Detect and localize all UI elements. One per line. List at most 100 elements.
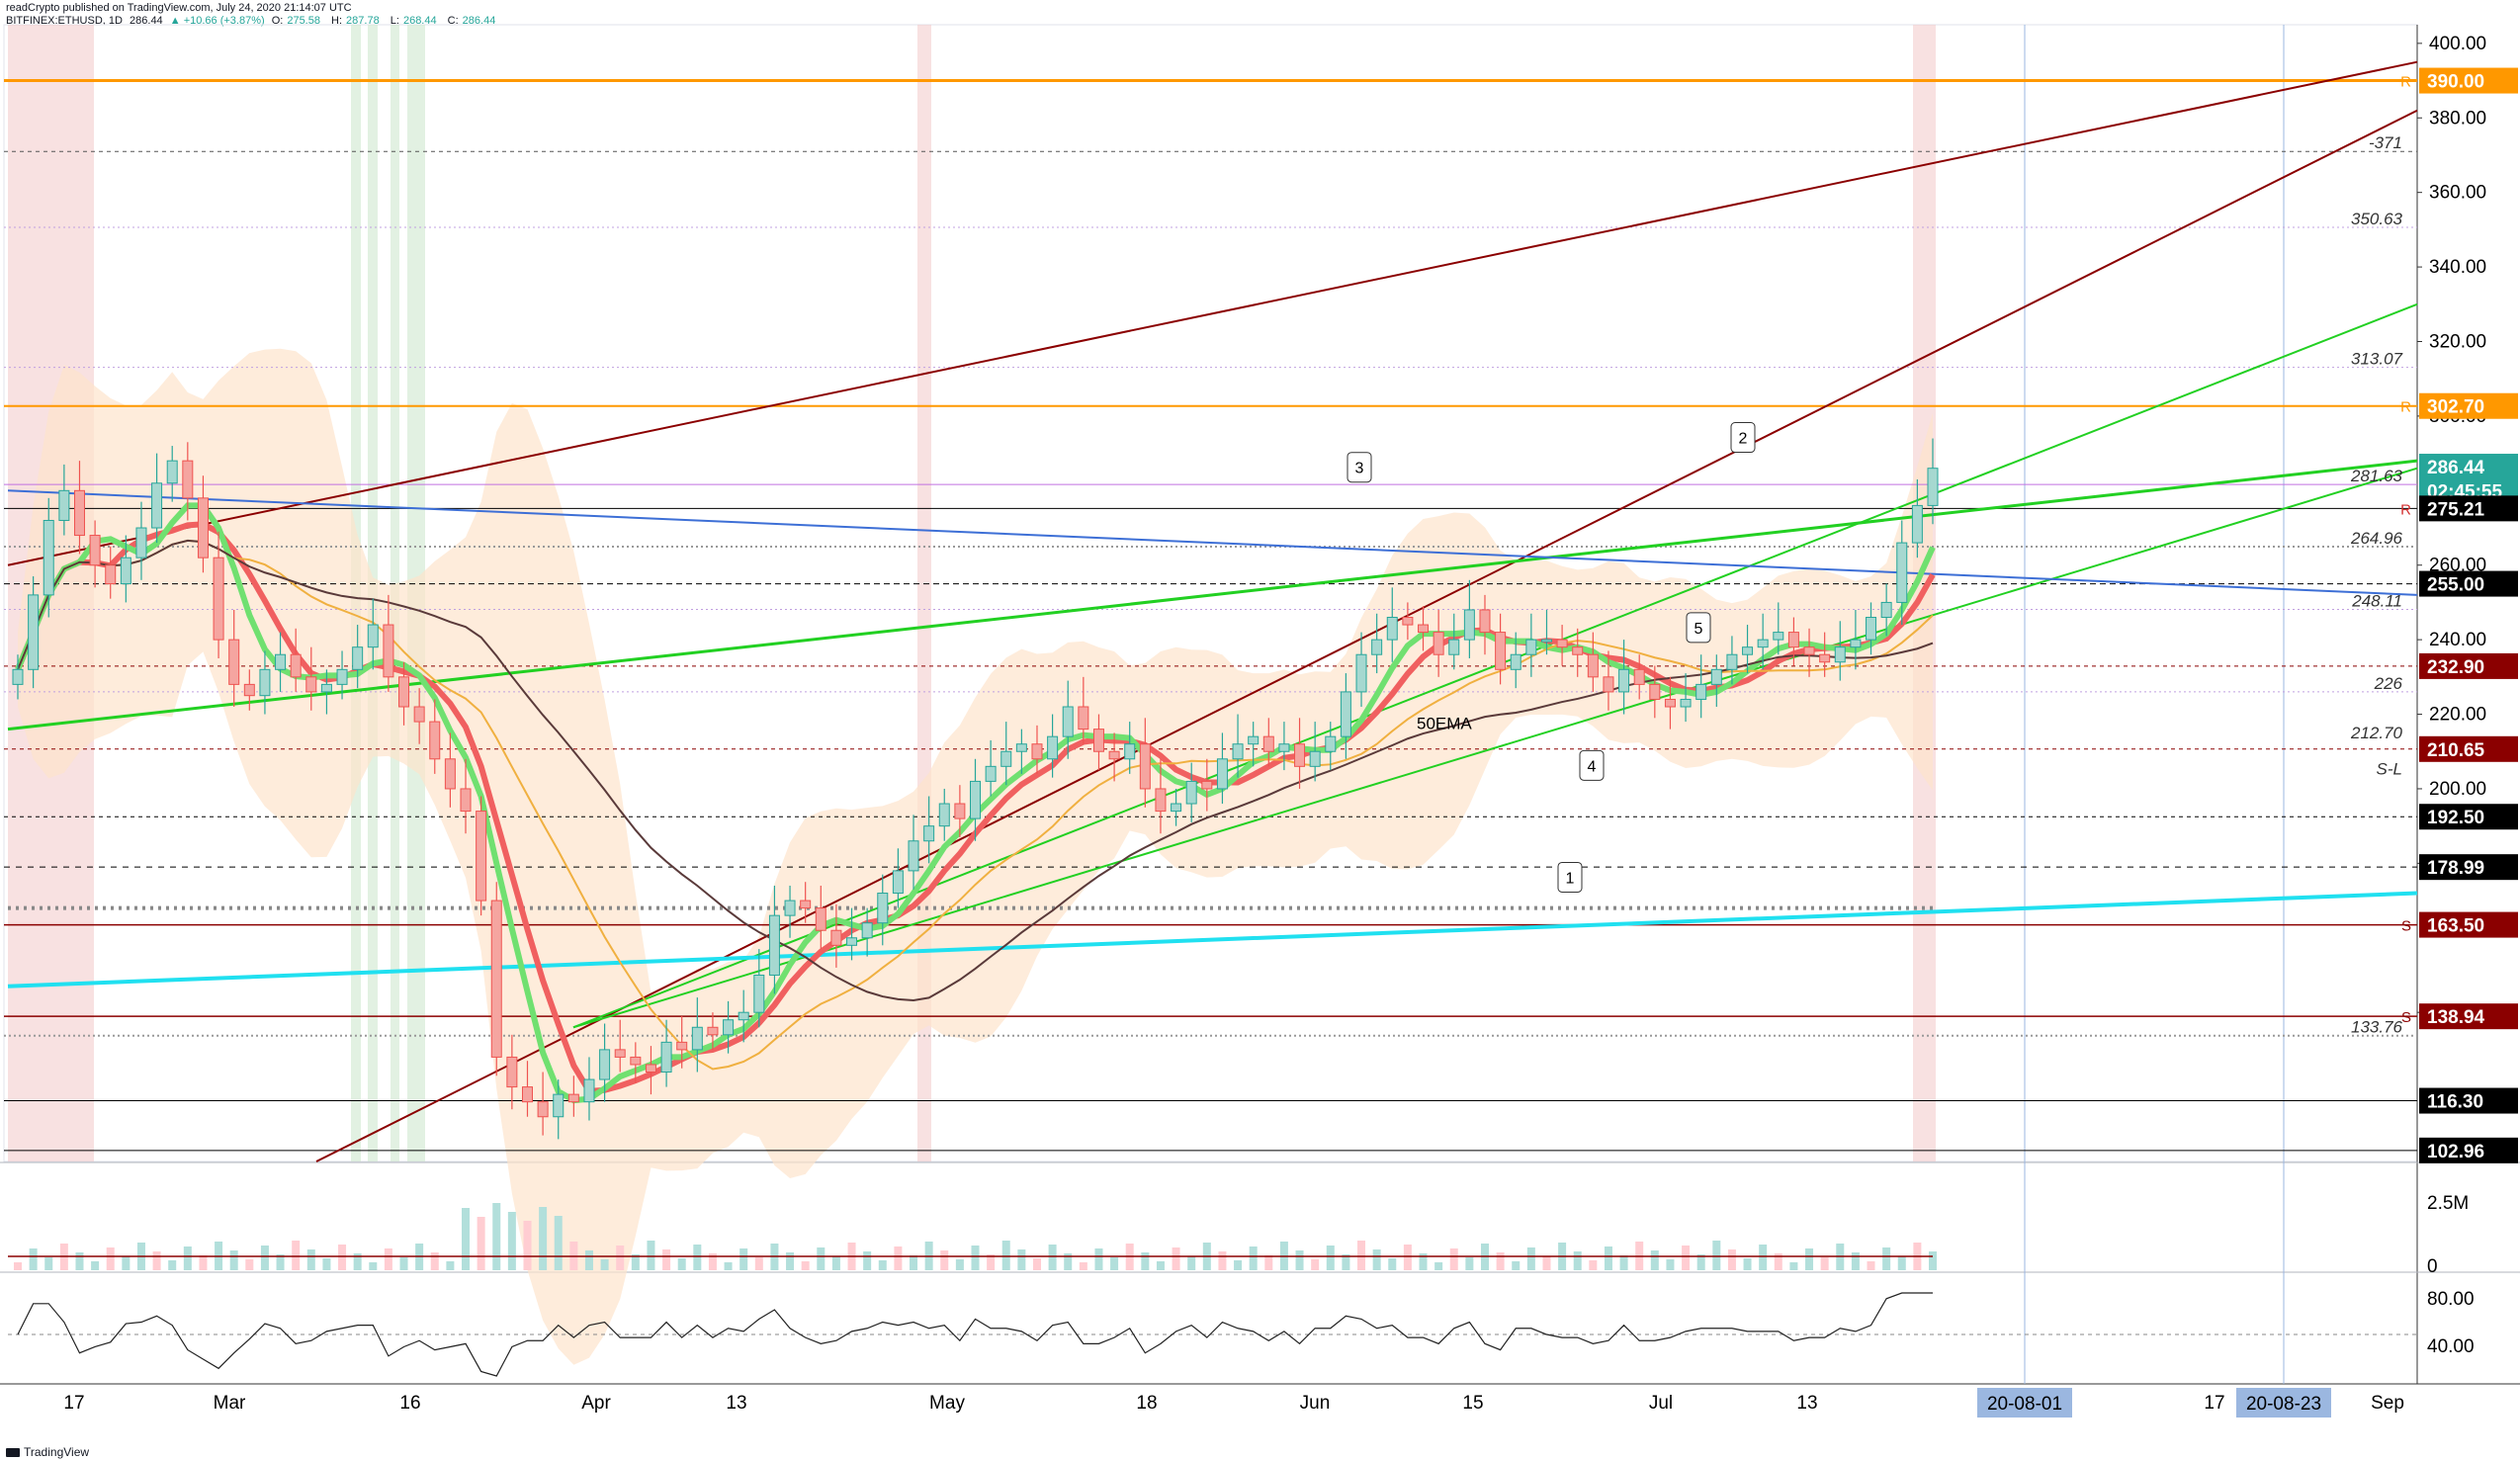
volume-bar-22: [353, 1253, 362, 1270]
candle-107: [1664, 676, 1676, 730]
candle-83: [1294, 718, 1306, 789]
volume-bar-83: [1295, 1250, 1304, 1270]
volume-bar-27: [430, 1252, 439, 1270]
svg-text:4: 4: [1588, 758, 1597, 775]
volume-bar-96: [1496, 1252, 1505, 1270]
volume-bar-75: [1172, 1247, 1180, 1270]
candle-101: [1572, 628, 1584, 677]
tradingview-brand: TradingView: [6, 1445, 89, 1459]
candle-7: [120, 535, 131, 603]
wave-callout-2: 2: [1730, 422, 1756, 454]
rsi-axis-label-0: 80.00: [2427, 1289, 2475, 1310]
candle-85: [1325, 722, 1337, 771]
candle-31: [490, 882, 502, 1076]
candle-10: [166, 446, 178, 502]
volume-bar-124: [1929, 1251, 1937, 1270]
y-tick-label-6: 260.00: [2429, 556, 2486, 576]
volume-bar-64: [1001, 1241, 1010, 1270]
candle-53: [830, 903, 842, 968]
y-tick-label-7: 240.00: [2429, 630, 2486, 650]
candle-78: [1216, 732, 1228, 805]
candle-121: [1880, 583, 1892, 637]
ohlc-line: BITFINEX:ETHUSD, 1D 286.44 ▲ +10.66 (+3.…: [6, 15, 496, 27]
volume-bar-50: [786, 1252, 795, 1270]
volume-bar-110: [1712, 1241, 1721, 1270]
y-tick-label-8: 220.00: [2429, 705, 2486, 726]
candle-75: [1171, 788, 1182, 826]
candle-33: [521, 1061, 533, 1117]
volume-bar-39: [616, 1246, 625, 1270]
candle-15: [243, 669, 255, 711]
candle-56: [877, 874, 889, 946]
candle-36: [567, 1075, 579, 1117]
volume-bar-30: [477, 1217, 485, 1270]
x-tick-label-12: Sep: [2371, 1393, 2404, 1414]
volume-axis-label-0: 2.5M: [2427, 1193, 2469, 1214]
level-label-0: -371: [2369, 133, 2402, 152]
svg-text:S: S: [2401, 1009, 2411, 1026]
svg-text:102.96: 102.96: [2427, 1142, 2484, 1162]
candle-112: [1742, 625, 1754, 674]
volume-bar-101: [1573, 1251, 1582, 1270]
volume-bar-81: [1264, 1255, 1273, 1270]
volume-bar-102: [1589, 1260, 1598, 1270]
candle-89: [1386, 587, 1398, 662]
candle-103: [1603, 650, 1614, 711]
candle-102: [1587, 632, 1599, 692]
candle-113: [1757, 613, 1769, 670]
volume-bar-106: [1650, 1250, 1659, 1270]
volume-bar-20: [322, 1258, 331, 1270]
level-label-5: 248.11: [2351, 592, 2402, 611]
x-tick-label-0: 17: [63, 1393, 84, 1414]
x-tick-label-5: May: [929, 1393, 965, 1414]
wave-callout-5: 5: [1686, 612, 1711, 644]
x-tick-label-7: Jun: [1300, 1393, 1331, 1414]
volume-bar-41: [647, 1241, 655, 1270]
candle-32: [506, 1034, 518, 1110]
candle-58: [908, 815, 919, 890]
volume-bar-71: [1110, 1257, 1119, 1270]
x-tick-label-1: Mar: [214, 1393, 246, 1414]
volume-bar-37: [584, 1250, 593, 1270]
volume-bar-97: [1512, 1261, 1521, 1270]
volume-bar-53: [831, 1256, 840, 1270]
candle-62: [970, 758, 981, 841]
y-tick-label-2: 360.00: [2429, 183, 2486, 204]
svg-text:210.65: 210.65: [2427, 740, 2485, 761]
volume-bar-85: [1326, 1246, 1335, 1270]
volume-bar-113: [1759, 1245, 1768, 1270]
y-tick-label-9: 200.00: [2429, 779, 2486, 800]
level-label-7: 212.70: [2350, 724, 2403, 742]
volume-bar-46: [724, 1262, 733, 1270]
volume-bar-40: [631, 1254, 640, 1270]
candle-38: [599, 1023, 611, 1102]
volume-bar-29: [462, 1208, 471, 1270]
svg-text:1: 1: [1566, 870, 1575, 887]
svg-text:275.21: 275.21: [2427, 499, 2485, 520]
wave-callout-4: 4: [1579, 749, 1605, 781]
candle-40: [630, 1042, 642, 1083]
volume-bar-23: [369, 1262, 378, 1270]
candle-81: [1262, 718, 1274, 767]
volume-bar-94: [1465, 1257, 1474, 1270]
candle-14: [228, 609, 240, 707]
level-label-6: 226: [2374, 674, 2403, 693]
svg-text:255.00: 255.00: [2427, 575, 2484, 596]
price-badge-8: 192.50: [2419, 804, 2518, 830]
volume-bar-2: [44, 1257, 53, 1270]
candle-97: [1510, 632, 1521, 689]
candle-5: [89, 520, 101, 588]
trendline-0: [7, 60, 2418, 566]
price-badge-9: 178.99: [2419, 854, 2518, 881]
volume-bar-65: [1017, 1249, 1026, 1270]
volume-bar-51: [801, 1261, 810, 1270]
volume-bar-120: [1867, 1261, 1875, 1270]
x-tick-label-8: 15: [1462, 1393, 1483, 1414]
candle-59: [923, 796, 935, 864]
open-value: 275.58: [287, 15, 320, 27]
candle-1: [28, 576, 40, 689]
volume-bar-68: [1064, 1253, 1073, 1270]
svg-text:20-08-01: 20-08-01: [1987, 1394, 2062, 1415]
chart-header: readCrypto published on TradingView.com,…: [6, 2, 503, 28]
